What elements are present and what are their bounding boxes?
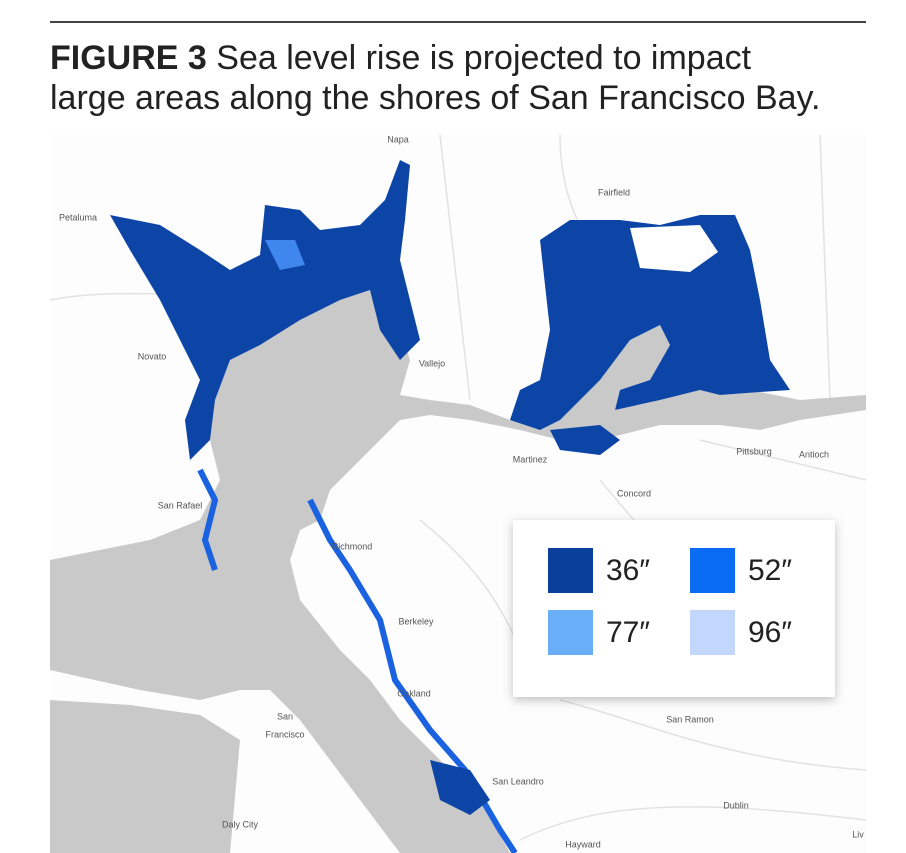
place-label: Petaluma [59,212,97,222]
place-label: Fairfield [598,187,630,197]
place-label: Richmond [332,541,373,551]
legend-label: 36″ [606,554,650,587]
place-label: Oakland [397,688,431,698]
place-label: Napa [387,134,409,144]
place-label: Vallejo [419,358,445,368]
peninsula-gray [50,700,240,853]
place-label: San Leandro [492,776,544,786]
place-labels: Napa Fairfield Petaluma Novato Vallejo M… [59,134,864,849]
martinez-marsh [550,425,620,455]
legend-swatch [548,548,593,593]
flood-patch [265,240,305,270]
east-shore [307,498,518,853]
place-label: Dublin [723,800,749,810]
legend-swatch [690,548,735,593]
caption-line: FIGURE 3 Sea level rise is projected to … [50,39,752,77]
legend-swatch [548,610,593,655]
place-label: Pittsburg [736,446,772,456]
place-label: Concord [617,488,651,498]
legend-box [513,520,835,697]
east-marsh [510,215,790,430]
legend-swatch [690,610,735,655]
place-label: Francisco [265,729,304,739]
caption-line: large areas along the shores of San Fran… [50,79,820,117]
west-shore [197,468,218,571]
place-label: Daly City [222,819,259,829]
place-label: Novato [138,351,167,361]
place-label: Liv [852,829,864,839]
place-label: San Rafael [158,500,203,510]
figure-label: FIGURE 3 [50,39,207,77]
bay [50,290,866,853]
san-leandro-marsh [430,760,490,815]
caption-text: Sea level rise is projected to impact [216,39,751,77]
legend-label: 96″ [748,616,792,649]
place-label: San Ramon [666,714,714,724]
legend-label: 77″ [606,616,650,649]
place-label: Antioch [799,449,829,459]
place-label: San [277,711,293,721]
place-label: Berkeley [398,616,434,626]
lake [630,225,718,272]
north-marsh [110,160,420,460]
place-label: Martinez [513,454,548,464]
place-label: Hayward [565,839,601,849]
legend: 36″ 52″ 77″ 96″ [548,548,792,655]
map [49,134,867,853]
legend-label: 52″ [748,554,792,587]
